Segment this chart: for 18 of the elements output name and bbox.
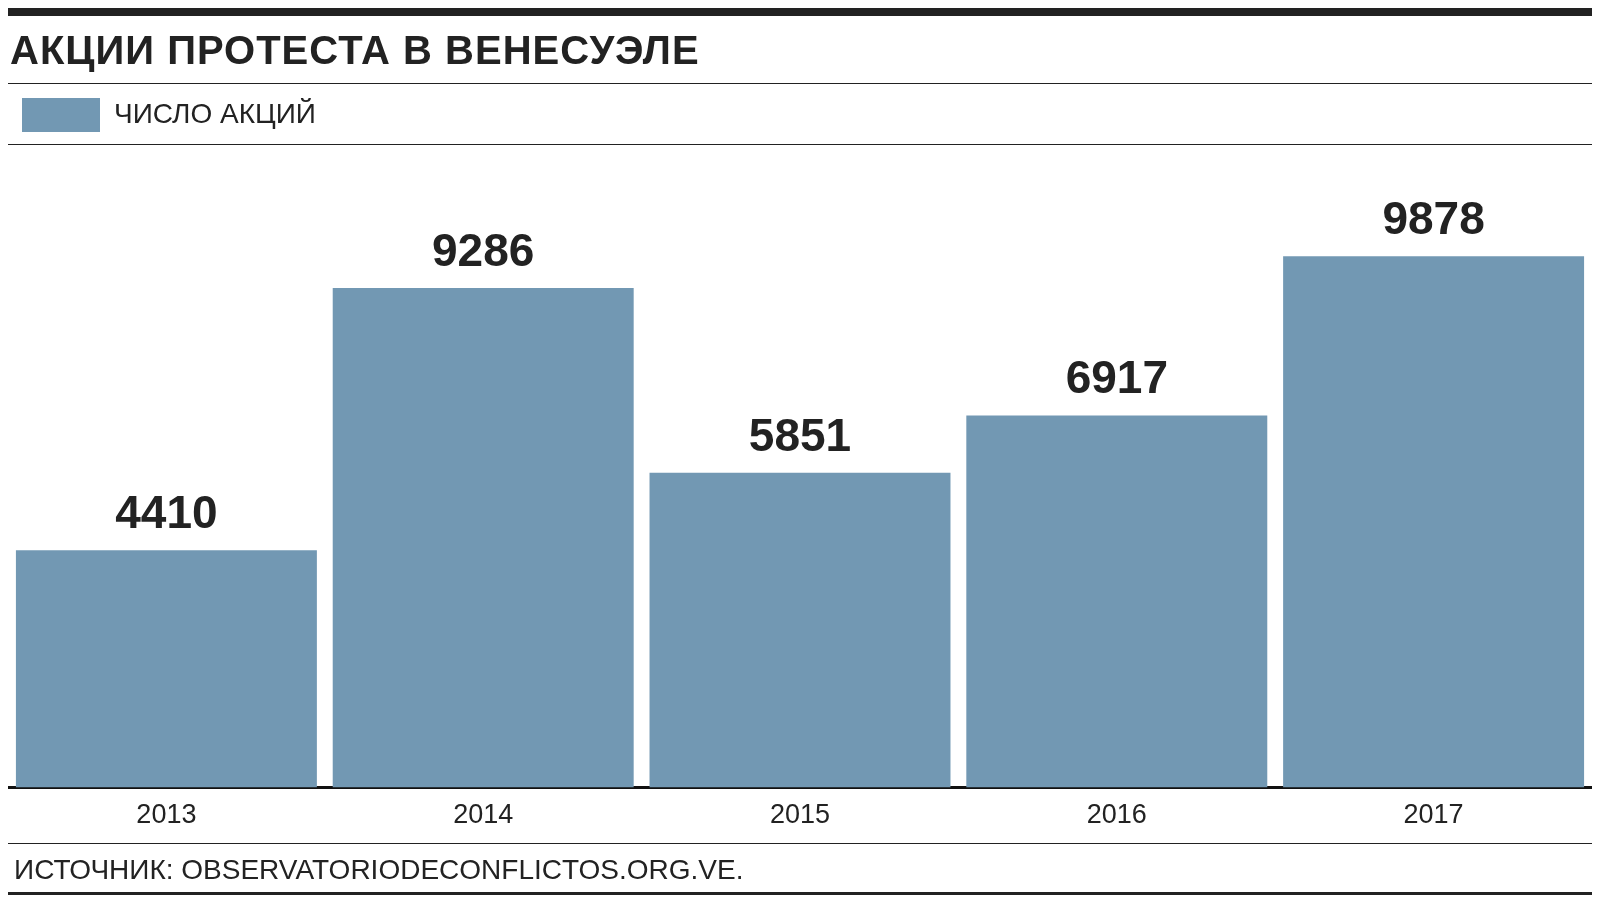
bar [966, 415, 1268, 788]
x-tick-label: 2015 [769, 799, 831, 830]
bar [1283, 256, 1585, 788]
x-tick-label: 2013 [136, 799, 197, 830]
text: ИСТОЧНИК: OBSERVATORIODECONFLICTOS.ORG.VE. [13, 853, 745, 887]
x-tick-label: 2017 [1403, 799, 1464, 830]
x-tick-label: 2014 [453, 799, 514, 830]
data-label: 9286 [432, 223, 535, 276]
data-label: 4410 [115, 486, 218, 539]
chart-title: АКЦИИ ПРОТЕСТА В ВЕНЕСУЭЛЕ [9, 27, 701, 74]
data-label: 5851 [748, 408, 852, 461]
data-label: 9878 [1382, 191, 1485, 244]
x-tick-label: 2016 [1086, 799, 1147, 830]
bar [15, 550, 317, 788]
data-label: 6917 [1065, 351, 1168, 404]
bar [649, 472, 951, 788]
bar [332, 288, 634, 788]
legend-label: ЧИСЛО АКЦИЙ [114, 97, 316, 129]
